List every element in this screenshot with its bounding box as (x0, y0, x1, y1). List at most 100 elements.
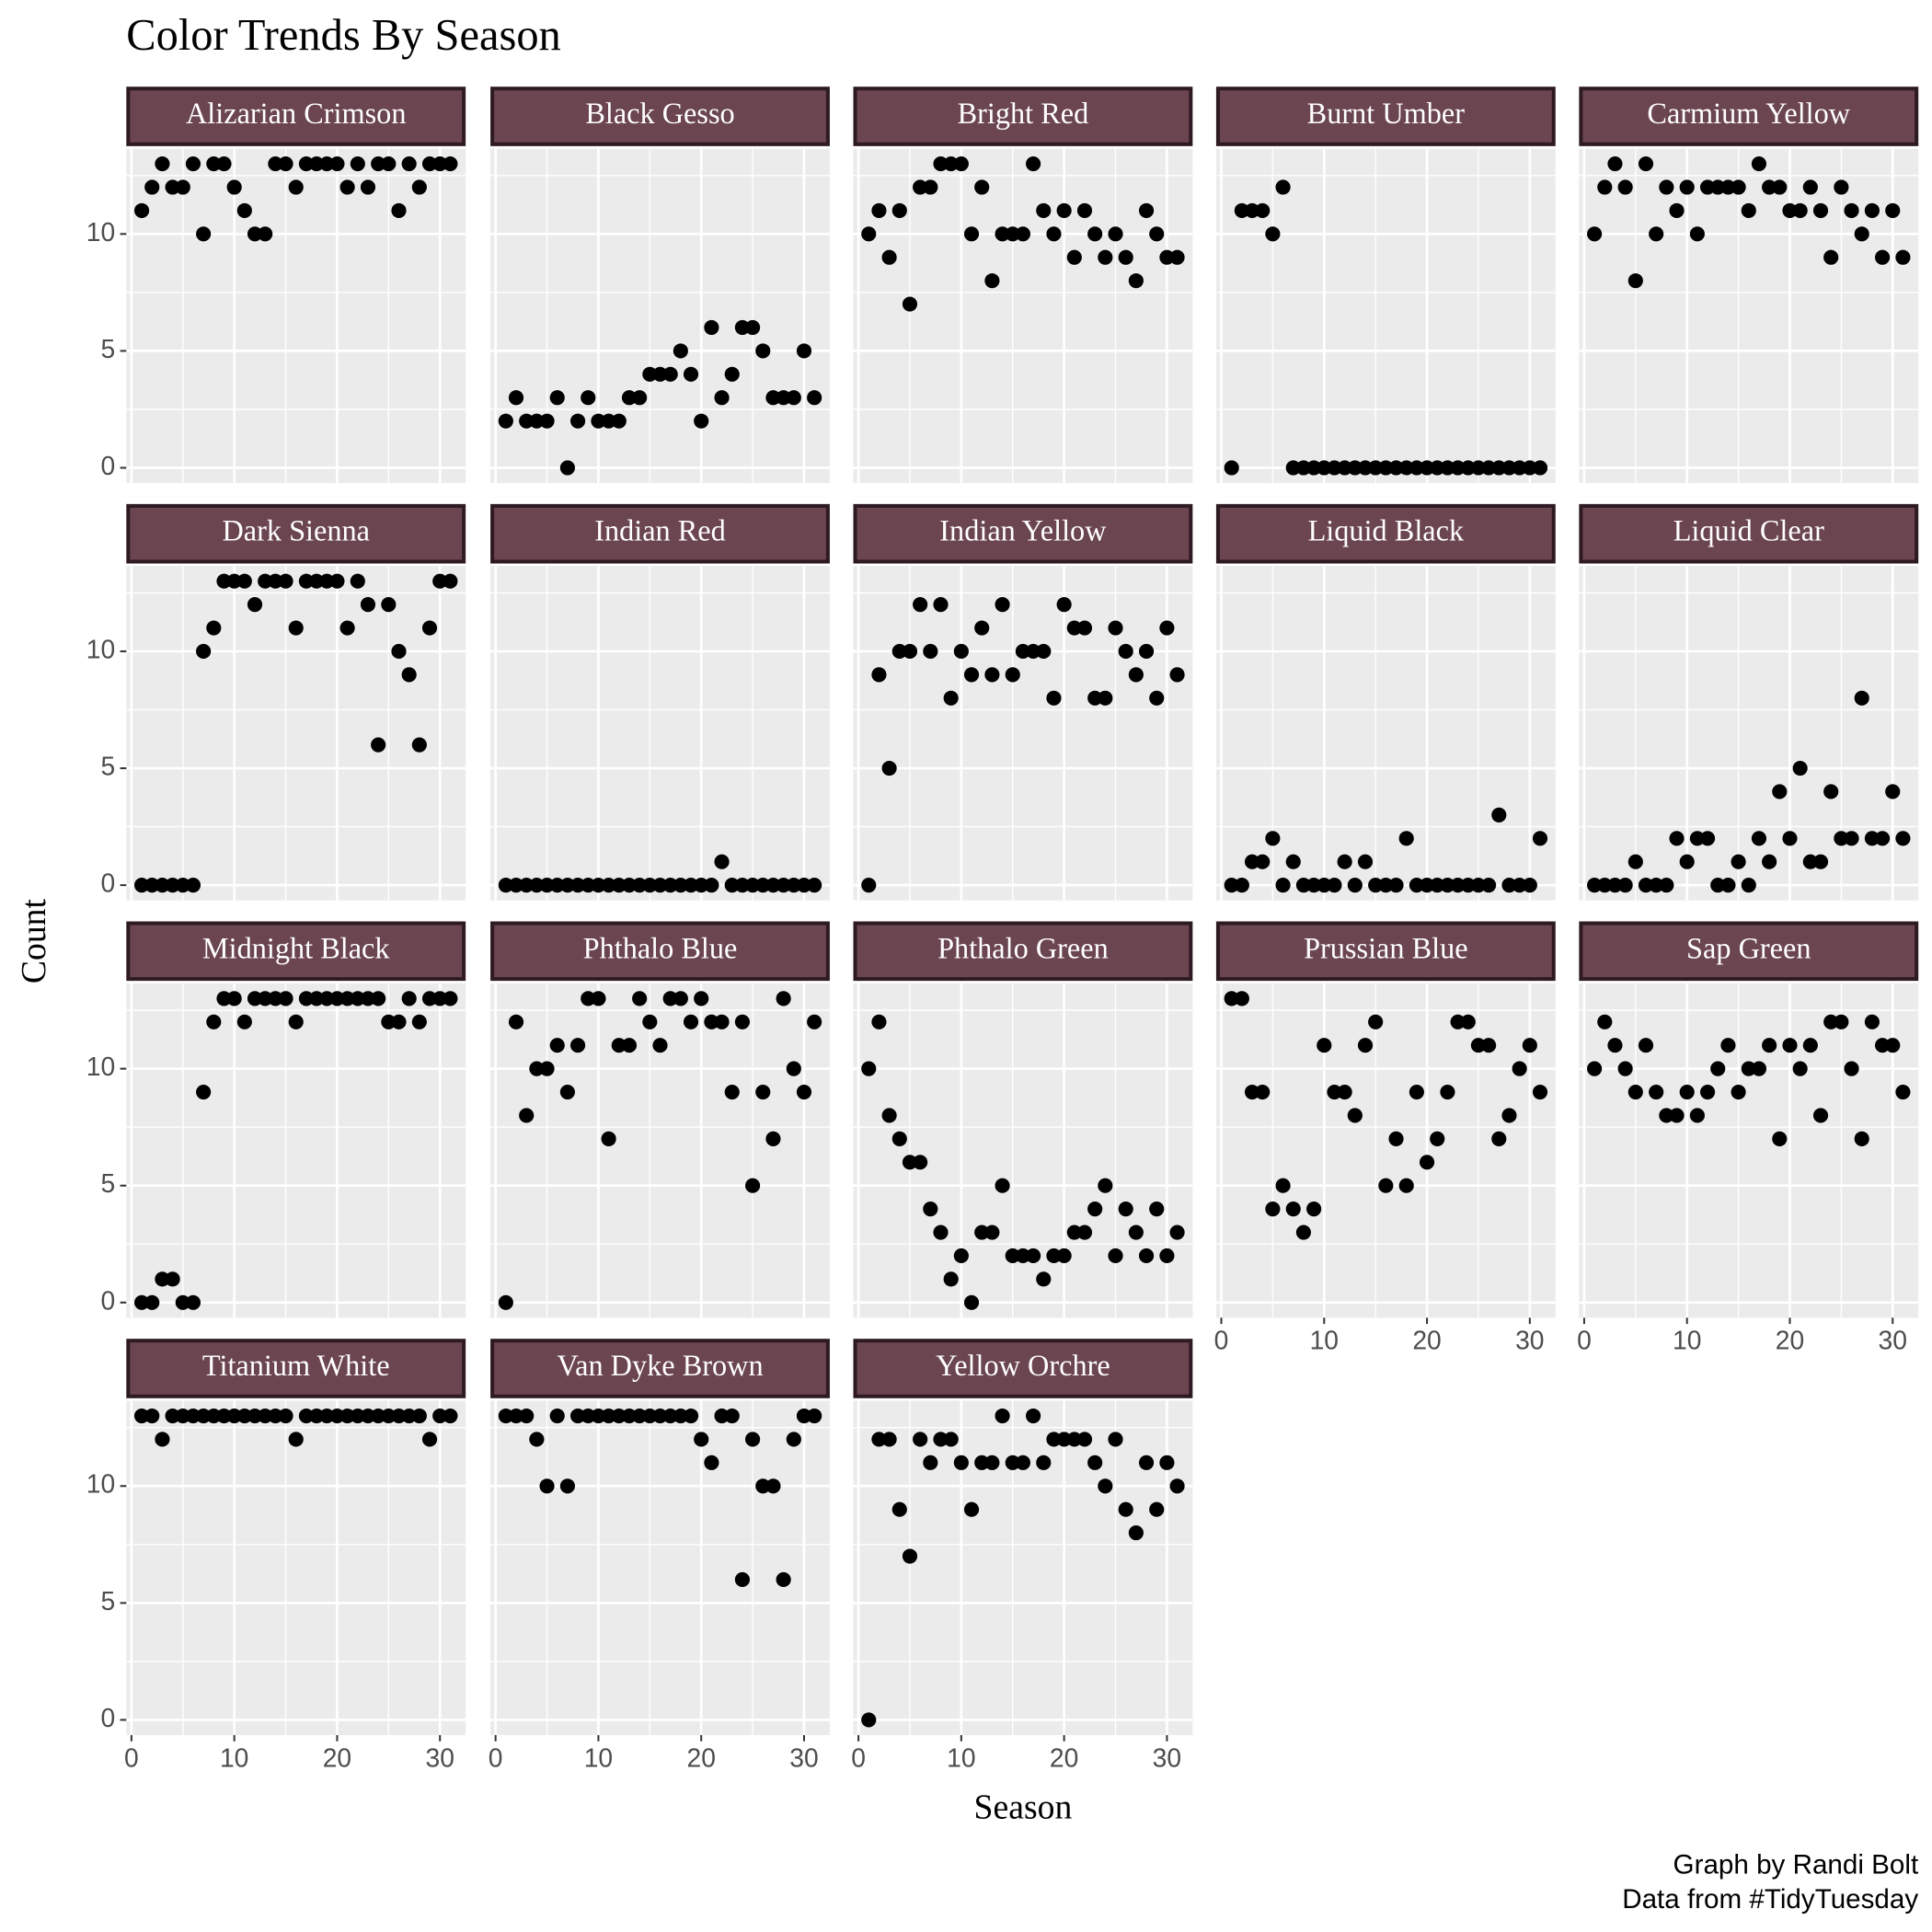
point (1056, 202, 1072, 218)
point (1076, 202, 1093, 218)
point (1450, 878, 1466, 893)
point (786, 1432, 801, 1447)
point (1327, 878, 1342, 893)
point (539, 1478, 555, 1494)
point (432, 573, 448, 589)
point (683, 1408, 699, 1424)
point (734, 1571, 750, 1588)
point (1149, 1501, 1165, 1517)
point (508, 390, 524, 406)
point (1224, 460, 1239, 476)
point (683, 366, 699, 382)
point (1812, 1108, 1829, 1123)
point (247, 226, 263, 242)
point (288, 1432, 304, 1447)
point (411, 737, 427, 753)
point (268, 573, 283, 589)
point (943, 1271, 959, 1287)
point (974, 1455, 990, 1470)
point (861, 1061, 877, 1076)
point (1834, 1014, 1849, 1029)
point (1885, 1038, 1901, 1053)
point (694, 1432, 709, 1447)
point (704, 878, 719, 893)
point (443, 991, 458, 1006)
strip (853, 921, 1193, 982)
point (1378, 1178, 1394, 1193)
point (1823, 784, 1839, 799)
point (165, 1271, 180, 1287)
point (329, 1408, 345, 1424)
point (1720, 878, 1736, 893)
point (1066, 1225, 1082, 1240)
strip (853, 86, 1193, 146)
point (632, 390, 648, 406)
point (796, 1084, 812, 1100)
x-tick-label: 30 (1153, 1742, 1181, 1772)
point (1532, 831, 1548, 846)
point (339, 1408, 355, 1424)
point (632, 878, 648, 893)
point (745, 1432, 761, 1447)
point (1005, 1248, 1020, 1264)
strip-label: Sap Green (1686, 931, 1811, 964)
point (902, 1548, 918, 1564)
point (1036, 1455, 1052, 1470)
point (1026, 1248, 1041, 1264)
strip-label: Alizarian Crimson (186, 97, 406, 130)
point (591, 413, 606, 429)
point (133, 1408, 150, 1424)
point (1026, 155, 1041, 172)
point (268, 1408, 283, 1424)
point (745, 878, 761, 893)
point (1409, 1084, 1424, 1100)
x-tick-label: 0 (124, 1742, 139, 1772)
point (258, 226, 273, 242)
point (1015, 226, 1030, 242)
point (1244, 202, 1260, 218)
point (1762, 1038, 1777, 1053)
point (1378, 878, 1394, 893)
point (1138, 202, 1155, 218)
strip (126, 921, 466, 982)
point (933, 1432, 949, 1447)
panel (853, 983, 1193, 1318)
point (236, 1014, 252, 1029)
point (216, 573, 232, 589)
point (1659, 179, 1674, 195)
point (1440, 878, 1455, 893)
point (1587, 878, 1603, 893)
point (1347, 878, 1363, 893)
point (1731, 1084, 1746, 1100)
point (196, 226, 212, 242)
point (498, 1294, 513, 1310)
point (1108, 620, 1123, 636)
panel (126, 148, 466, 484)
point (1285, 854, 1301, 869)
point (185, 878, 201, 893)
point (350, 1408, 365, 1424)
point (1357, 854, 1374, 869)
point (786, 1061, 801, 1076)
point (508, 878, 524, 893)
point (995, 1178, 1010, 1193)
point (1118, 643, 1133, 660)
point (278, 1408, 293, 1424)
point (1388, 1131, 1404, 1146)
point (902, 1155, 918, 1170)
point (185, 1294, 201, 1310)
x-tick-label: 20 (686, 1742, 715, 1772)
point (1532, 460, 1548, 476)
point (1398, 1178, 1414, 1193)
point (1098, 1478, 1113, 1494)
point (371, 155, 386, 172)
point (632, 991, 648, 1006)
point (411, 1408, 427, 1424)
point (1782, 831, 1798, 846)
point (411, 179, 427, 195)
point (236, 1408, 252, 1424)
point (1607, 155, 1623, 172)
point (1419, 878, 1435, 893)
point (1491, 1131, 1507, 1146)
point (1802, 1038, 1818, 1053)
